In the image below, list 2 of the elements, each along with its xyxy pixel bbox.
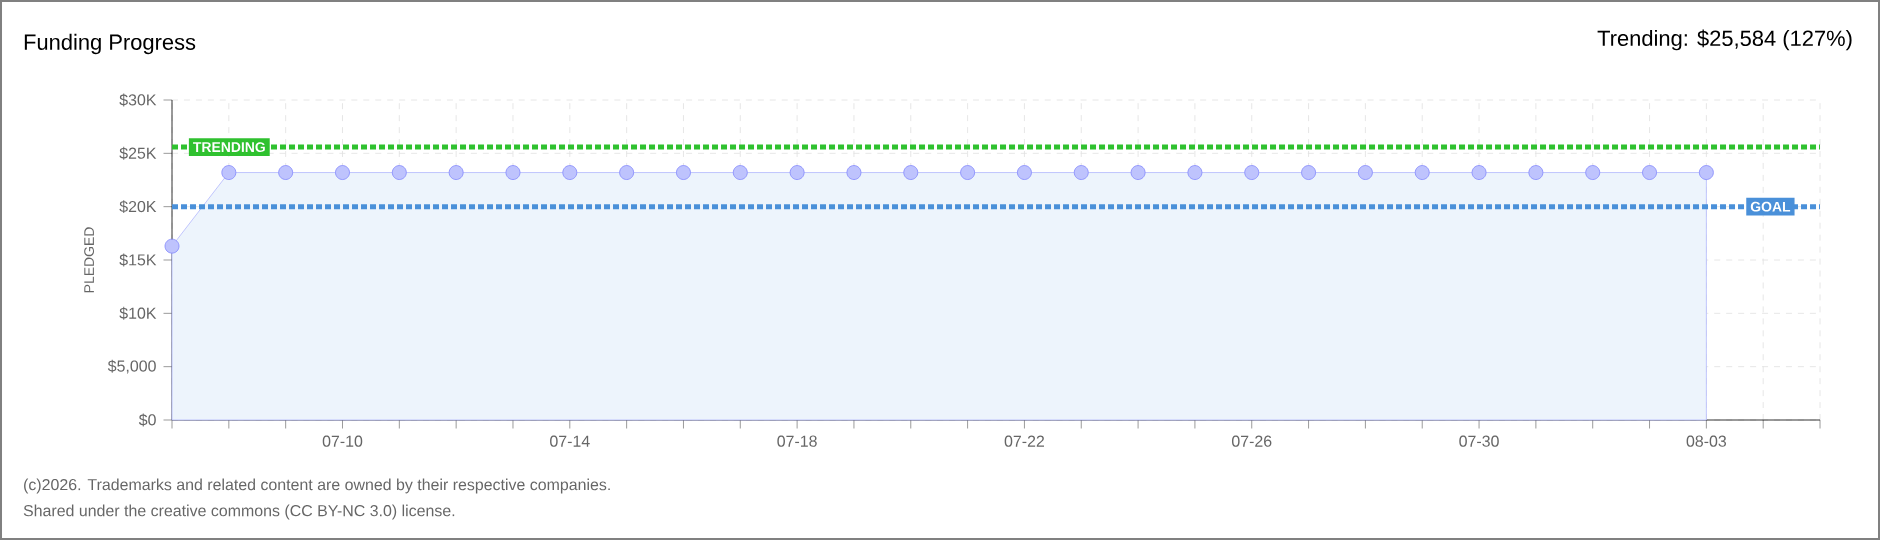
chart-subtitle: Trending: $25,584 (127%) [1597,29,1852,51]
chart-title: Funding Progress [24,33,196,55]
